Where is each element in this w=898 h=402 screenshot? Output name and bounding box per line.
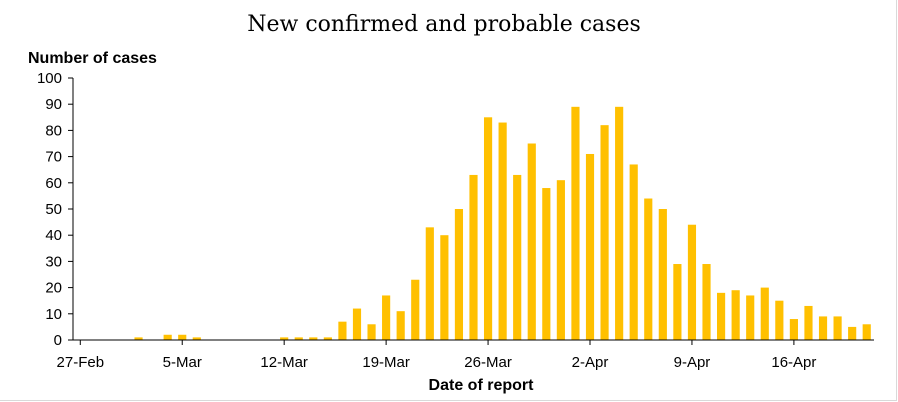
bar-40 bbox=[658, 209, 667, 340]
bar-14 bbox=[280, 337, 289, 340]
bar-16 bbox=[309, 337, 318, 340]
bar-36 bbox=[600, 125, 609, 340]
bar-43 bbox=[702, 264, 711, 340]
bar-47 bbox=[760, 287, 769, 340]
y-tick-label-10: 10 bbox=[45, 306, 62, 323]
y-tick-label-70: 70 bbox=[45, 149, 62, 166]
bar-35 bbox=[585, 153, 595, 340]
bar-48 bbox=[775, 300, 784, 340]
bar-18 bbox=[338, 321, 347, 340]
x-tick-label-0: 27-Feb bbox=[57, 354, 105, 371]
bar-28 bbox=[483, 117, 493, 340]
x-tick-label-7: 5-Mar bbox=[163, 354, 202, 371]
bar-22 bbox=[396, 311, 405, 340]
bar-26 bbox=[454, 209, 464, 340]
bar-44 bbox=[717, 292, 726, 340]
y-tick-label-20: 20 bbox=[45, 280, 62, 297]
y-tick-label-90: 90 bbox=[45, 96, 62, 113]
x-tick-label-14: 12-Mar bbox=[260, 354, 308, 371]
bar-34 bbox=[571, 106, 580, 340]
bar-33 bbox=[556, 180, 565, 340]
bar-24 bbox=[425, 227, 434, 340]
bar-4 bbox=[134, 337, 143, 340]
bar-30 bbox=[513, 174, 522, 340]
bar-42 bbox=[687, 224, 697, 340]
y-axis-title: Number of cases bbox=[28, 50, 157, 67]
bar-31 bbox=[527, 143, 536, 340]
bar-39 bbox=[644, 198, 653, 340]
bar-7 bbox=[178, 334, 187, 340]
x-tick-label-42: 9-Apr bbox=[674, 354, 711, 371]
bar-45 bbox=[731, 290, 740, 340]
bar-17 bbox=[323, 337, 332, 340]
x-tick-label-49: 16-Apr bbox=[771, 354, 816, 371]
bar-52 bbox=[833, 316, 842, 340]
bar-50 bbox=[804, 305, 813, 340]
bar-51 bbox=[818, 316, 828, 340]
bar-38 bbox=[629, 164, 638, 340]
y-tick-label-60: 60 bbox=[45, 175, 62, 192]
y-tick-label-50: 50 bbox=[45, 201, 62, 218]
bar-15 bbox=[294, 337, 303, 340]
y-tick-label-80: 80 bbox=[45, 122, 62, 139]
bar-27 bbox=[469, 174, 478, 340]
y-tick-label-100: 100 bbox=[37, 70, 62, 87]
bar-20 bbox=[367, 324, 376, 340]
bar-32 bbox=[542, 188, 551, 340]
bar-49 bbox=[789, 319, 798, 340]
y-tick-label-30: 30 bbox=[45, 253, 62, 270]
bar-29 bbox=[498, 122, 507, 340]
x-tick-label-28: 26-Mar bbox=[464, 354, 512, 371]
bar-37 bbox=[615, 106, 624, 340]
bar-19 bbox=[352, 308, 362, 340]
bar-23 bbox=[411, 279, 420, 340]
bar-54 bbox=[862, 324, 871, 340]
y-tick-label-0: 0 bbox=[54, 332, 62, 349]
x-axis-title: Date of report bbox=[429, 377, 535, 394]
bar-53 bbox=[848, 326, 857, 340]
bar-21 bbox=[382, 295, 391, 340]
bar-8 bbox=[192, 337, 201, 340]
y-tick-label-40: 40 bbox=[45, 227, 62, 244]
x-tick-label-35: 2-Apr bbox=[572, 354, 609, 371]
chart-title: New confirmed and probable cases bbox=[247, 12, 641, 37]
bar-6 bbox=[163, 334, 172, 340]
bar-46 bbox=[746, 295, 755, 340]
x-tick-label-21: 19-Mar bbox=[362, 354, 410, 371]
bar-25 bbox=[440, 235, 449, 340]
bar-41 bbox=[673, 264, 682, 340]
